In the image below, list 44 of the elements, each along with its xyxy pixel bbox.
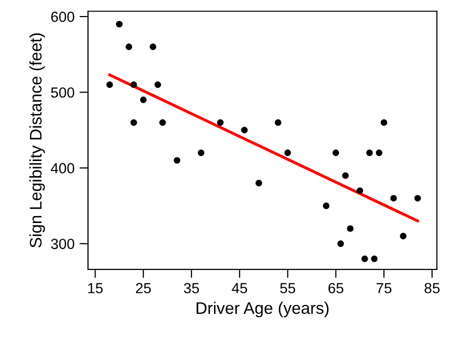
x-tick-label: 35 <box>184 282 199 294</box>
point <box>241 126 248 134</box>
x-tick-label: 75 <box>376 283 392 294</box>
point <box>390 194 397 202</box>
point <box>284 150 291 156</box>
point <box>106 81 113 88</box>
point <box>371 256 378 262</box>
point <box>337 240 344 247</box>
point <box>322 202 330 210</box>
y-tick-label: 600 <box>51 12 74 22</box>
x-tick-label: 85 <box>424 282 440 294</box>
y-tick-label: 300 <box>51 238 74 250</box>
point <box>140 96 147 104</box>
point <box>376 150 382 156</box>
x-axis-title: Driver Age (years) <box>196 302 329 318</box>
point <box>154 81 162 88</box>
point <box>342 172 349 179</box>
point <box>126 44 132 50</box>
x-tick-label: 65 <box>328 282 344 294</box>
point <box>116 20 123 28</box>
point <box>130 119 138 126</box>
x-tick-label: 15 <box>88 283 103 294</box>
point <box>174 157 180 164</box>
y-axis-title: Sign Legibility Distance (feet) <box>29 33 45 248</box>
point <box>150 44 156 50</box>
x-tick-label: 55 <box>280 283 296 294</box>
point <box>356 187 364 194</box>
point <box>198 150 204 156</box>
point <box>400 232 406 240</box>
point <box>366 150 373 156</box>
point <box>346 225 354 232</box>
point <box>274 119 282 126</box>
point <box>332 150 340 156</box>
point <box>414 194 421 202</box>
point <box>256 180 262 186</box>
x-tick-label: 25 <box>136 282 151 294</box>
point <box>130 81 138 88</box>
y-tick-label: 400 <box>50 163 74 174</box>
x-tick-label: 45 <box>232 283 248 294</box>
point <box>217 119 224 126</box>
point <box>380 119 388 126</box>
point <box>159 119 166 126</box>
y-tick-label: 500 <box>51 87 74 98</box>
point <box>361 256 368 262</box>
